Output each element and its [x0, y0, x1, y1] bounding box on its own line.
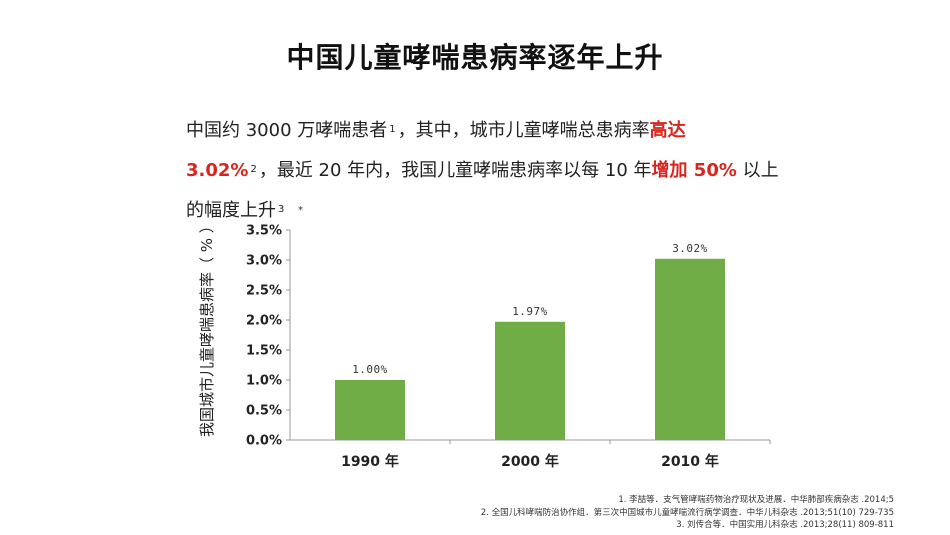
page-title: 中国儿童哮喘患病率逐年上升 — [286, 41, 664, 74]
highlight-text: 3.02% — [186, 160, 249, 181]
bar — [655, 258, 725, 440]
reference-item: 3. 刘传合等．中国实用儿科杂志 .2013;28(11) 809-811 — [676, 520, 894, 530]
y-tick-label: 2.0% — [246, 314, 282, 329]
citation-superscript: 2 — [250, 164, 257, 175]
y-tick-label: 0.5% — [246, 404, 282, 419]
data-label: 1.97% — [512, 305, 548, 318]
bar — [335, 380, 405, 440]
citation-superscript: 1 — [389, 124, 396, 135]
y-tick-label: 1.0% — [246, 374, 282, 389]
y-axis-label: 我国城市儿童哮喘患病率（ % ） — [198, 218, 216, 437]
x-tick-label: 2000 年 — [501, 453, 559, 470]
references: 1. 李喆等．支气管哮喘药物治疗现状及进展．中华肺部疾病杂志 .2014;5 2… — [481, 494, 894, 532]
x-tick-label: 1990 年 — [341, 453, 399, 470]
reference-item: 1. 李喆等．支气管哮喘药物治疗现状及进展．中华肺部疾病杂志 .2014;5 — [618, 495, 894, 505]
highlight-text: 增加 50% — [651, 160, 737, 181]
highlight-text: 高达 — [649, 120, 686, 141]
reference-item: 2. 全国儿科哮喘防治协作组．第三次中国城市儿童哮喘流行病学调查．中华儿科杂志 … — [480, 507, 894, 518]
y-tick-label: 3.5% — [246, 224, 282, 239]
bar — [495, 321, 565, 440]
paragraph-line-2: 3.02% 2 ，最近 20 年内，我国儿童哮喘患病率以每 10 年增加 50% 以… — [186, 152, 836, 192]
paragraph-line-1: 中国约 3000 万哮喘患者 1 ，其中，城市儿童哮喘总患病率高达 — [186, 112, 836, 152]
citation-superscript: 3 — [278, 204, 285, 215]
paragraph-text: 以上 — [736, 160, 779, 181]
y-tick-label: 2.5% — [246, 284, 282, 299]
paragraph-text: 的幅度上升 — [186, 200, 276, 221]
paragraph-line-3: 的幅度上升 3 — [186, 192, 836, 232]
stray-mark: * — [298, 205, 303, 216]
y-tick-label: 0.0% — [246, 434, 282, 449]
paragraph-text: 中国约 3000 万哮喘患者 — [186, 120, 388, 141]
data-label: 1.00% — [352, 363, 388, 376]
x-tick-label: 2010 年 — [661, 453, 719, 470]
paragraph-text: ，其中，城市儿童哮喘总患病率 — [397, 120, 650, 141]
summary-paragraph: 中国约 3000 万哮喘患者 1 ，其中，城市儿童哮喘总患病率高达 3.02% 2 ，最… — [186, 112, 836, 232]
data-label: 3.02% — [672, 242, 708, 255]
paragraph-text: ，最近 20 年内，我国儿童哮喘患病率以每 10 年 — [258, 160, 652, 181]
y-tick-label: 3.0% — [246, 254, 282, 269]
y-tick-label: 1.5% — [246, 344, 282, 359]
